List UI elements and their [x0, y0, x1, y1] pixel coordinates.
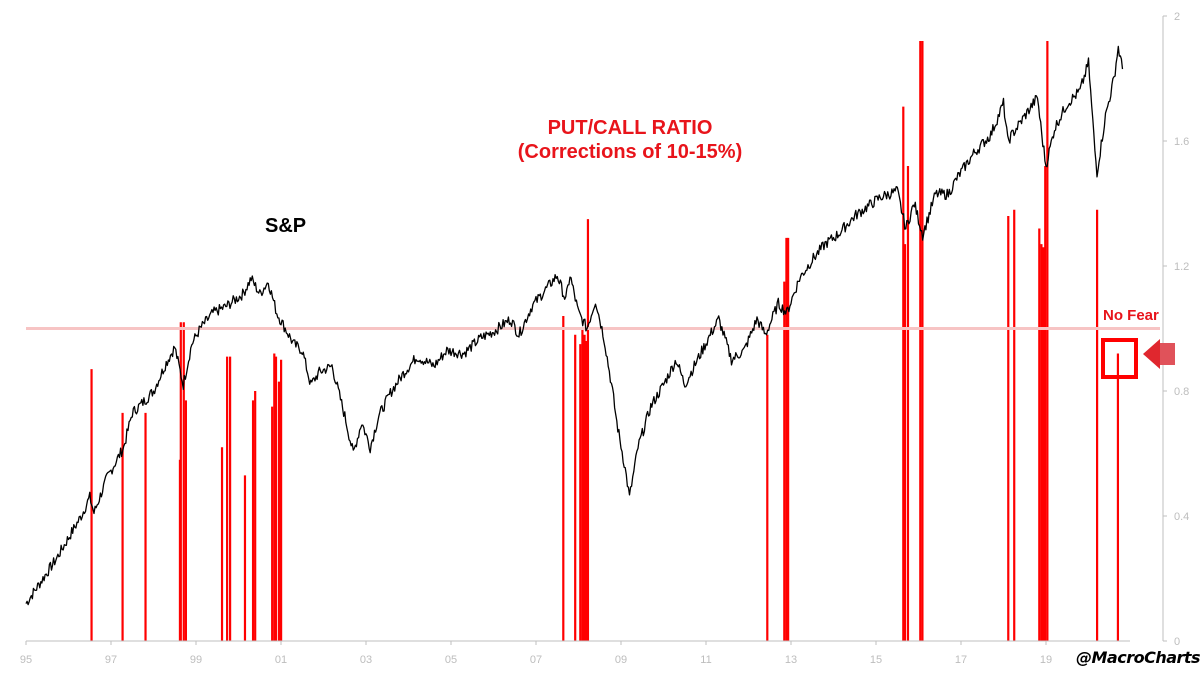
- x-tick-label: 01: [275, 654, 287, 666]
- put-call-bar: [783, 281, 786, 641]
- x-tick-label: 19: [1040, 654, 1052, 666]
- chart-title: PUT/CALL RATIO (Corrections of 10-15%): [460, 116, 800, 164]
- put-call-bar: [179, 322, 182, 641]
- put-call-bar: [251, 400, 255, 641]
- put-call-bar: [921, 41, 924, 641]
- x-tick-label: 05: [445, 654, 457, 666]
- put-call-bar: [1044, 166, 1047, 641]
- sp-label: S&P: [265, 215, 307, 237]
- x-tick-label: 07: [530, 654, 542, 666]
- put-call-bar: [1042, 247, 1045, 641]
- put-call-bar: [1013, 209, 1016, 641]
- no-fear-label: No Fear: [1103, 307, 1159, 324]
- put-call-bar: [280, 359, 283, 641]
- put-call-bar: [787, 237, 790, 641]
- put-call-bar: [1096, 209, 1099, 641]
- put-call-bar: [562, 316, 565, 641]
- x-tick-label: 99: [190, 654, 202, 666]
- y-tick-label: 1.2: [1174, 261, 1189, 273]
- title-line-1: PUT/CALL RATIO: [547, 117, 713, 139]
- x-tick-label: 95: [20, 654, 32, 666]
- put-call-bar: [271, 406, 274, 641]
- y-tick-label: 1.6: [1174, 136, 1189, 148]
- put-call-bar: [121, 412, 124, 641]
- put-call-bar: [243, 475, 247, 641]
- x-tick-label: 17: [955, 654, 967, 666]
- put-call-bar: [586, 219, 590, 641]
- y-tick-label: 0.8: [1174, 386, 1189, 398]
- y-tick-label: 2: [1174, 11, 1180, 23]
- put-call-bar: [274, 356, 278, 641]
- y-axis: 0 0.4 0.8 1.2 1.6 2: [1162, 11, 1189, 648]
- title-line-2: (Corrections of 10-15%): [517, 141, 743, 163]
- put-call-bar: [144, 412, 147, 641]
- put-call-bar: [220, 447, 224, 641]
- y-tick-label: 0.4: [1174, 511, 1189, 523]
- put-call-bar: [583, 334, 586, 641]
- put-call-bar: [1046, 41, 1049, 641]
- x-tick-label: 13: [785, 654, 797, 666]
- put-call-bar: [277, 381, 281, 641]
- put-call-bar: [273, 353, 276, 641]
- x-tick-label: 09: [615, 654, 627, 666]
- put-call-bar: [903, 244, 907, 641]
- put-call-bar: [1116, 353, 1120, 641]
- put-call-bar: [1040, 244, 1043, 641]
- x-axis: 95 97 99 01 03 05 07 09 11 13 15 17 19: [20, 640, 1130, 666]
- y-tick-label: 0: [1174, 636, 1180, 648]
- put-call-bar: [254, 391, 257, 641]
- watermark: @MacroCharts: [1076, 648, 1200, 667]
- arrow-left-icon: [1143, 339, 1175, 369]
- put-call-bar: [919, 41, 922, 641]
- put-call-bar: [906, 166, 910, 641]
- sp-line: [25, 45, 1124, 606]
- put-call-bar: [229, 356, 232, 641]
- put-call-bar: [785, 237, 788, 641]
- put-call-bar: [574, 334, 577, 641]
- x-tick-label: 15: [870, 654, 882, 666]
- put-call-bar: [581, 328, 584, 641]
- put-call-bar: [1038, 228, 1041, 641]
- put-call-bar: [579, 344, 582, 641]
- x-tick-label: 03: [360, 654, 372, 666]
- highlight-box: [1101, 338, 1138, 379]
- put-call-bar: [182, 322, 185, 641]
- x-tick-label: 11: [700, 654, 711, 666]
- put-call-bar: [766, 334, 769, 641]
- put-call-bar: [1007, 216, 1010, 641]
- put-call-bar: [585, 341, 588, 641]
- put-call-bar: [902, 106, 905, 641]
- put-call-bars: [90, 41, 1120, 641]
- put-call-bar: [184, 400, 187, 641]
- put-call-bar: [226, 356, 229, 641]
- x-tick-label: 97: [105, 654, 117, 666]
